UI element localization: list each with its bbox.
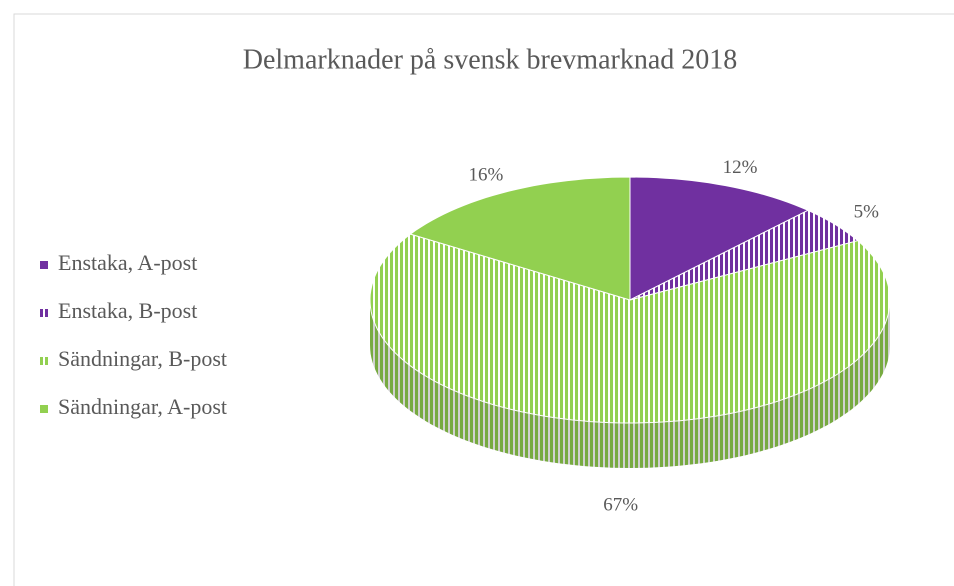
slice-side [370, 300, 890, 468]
legend-label: Enstaka, B-post [58, 298, 197, 323]
data-label: 67% [603, 495, 638, 516]
data-label: 12% [723, 157, 758, 178]
data-label: 16% [469, 164, 504, 185]
legend-marker [40, 357, 48, 365]
slice [629, 209, 859, 301]
legend-label: Sändningar, B-post [58, 346, 227, 371]
slice [629, 176, 810, 301]
legend-marker [40, 405, 48, 413]
slice [369, 233, 891, 424]
data-label: 5% [854, 202, 880, 223]
slice [409, 176, 631, 301]
legend-marker [40, 309, 48, 317]
slice-side-shade [370, 300, 890, 468]
legend-marker [40, 261, 48, 269]
legend-label: Enstaka, A-post [58, 250, 197, 275]
legend-label: Sändningar, A-post [58, 394, 227, 419]
chart-title: Delmarknader på svensk brevmarknad 2018 [243, 44, 738, 75]
